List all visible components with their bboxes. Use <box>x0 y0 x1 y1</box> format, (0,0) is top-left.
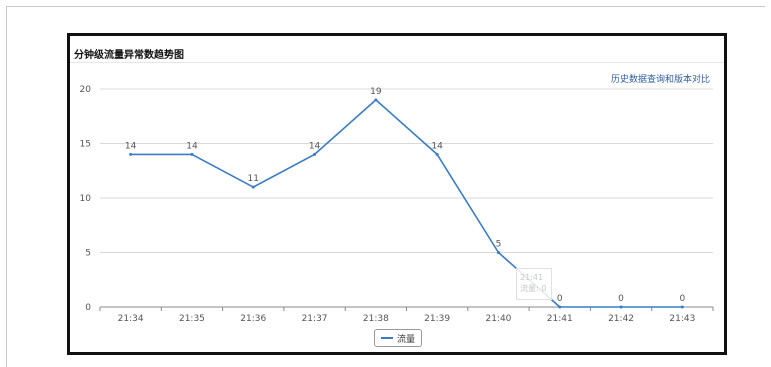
legend-item-traffic[interactable]: 流量 <box>374 329 423 347</box>
x-tick-label: 21:35 <box>179 314 205 324</box>
data-label: 14 <box>431 141 443 151</box>
data-label: 0 <box>557 294 563 304</box>
x-tick-label: 21:39 <box>424 314 450 324</box>
legend-line-icon <box>381 337 393 339</box>
y-tick-label: 0 <box>85 303 91 313</box>
data-point <box>496 251 500 254</box>
data-point <box>680 305 684 309</box>
y-tick-label: 5 <box>85 249 91 259</box>
x-tick-label: 21:41 <box>547 314 573 324</box>
data-point <box>619 305 623 309</box>
x-tick-label: 21:34 <box>118 314 144 324</box>
trend-chart: 0 5 10 15 20 21:34 21:35 21:36 21:37 21:38 21:39 21… <box>80 85 714 324</box>
data-label: 0 <box>618 294 624 304</box>
x-tick-label: 21:36 <box>240 314 266 324</box>
x-tick-label: 21:42 <box>608 314 634 324</box>
tooltip-series: 流量 <box>520 284 536 293</box>
data-point <box>313 152 317 156</box>
panel-title: 分钟级流量异常数趋势图 <box>74 50 184 61</box>
data-point <box>435 152 439 156</box>
page-frame <box>6 6 765 367</box>
y-tick-label: 10 <box>80 194 92 204</box>
chart-tooltip: 21:41 流量: 0 <box>516 268 552 300</box>
header-divider <box>70 62 724 63</box>
y-tick-label: 20 <box>80 85 92 95</box>
chart-panel: 分钟级流量异常数趋势图 历史数据查询和版本对比 0 5 10 15 20 21:34 21:… <box>67 33 727 355</box>
data-point <box>129 152 133 156</box>
x-tick-label: 21:43 <box>669 314 695 324</box>
data-label: 11 <box>248 174 259 184</box>
legend-label: 流量 <box>397 334 416 345</box>
tooltip-value: 0 <box>541 284 547 293</box>
x-tick-label: 21:40 <box>485 314 511 324</box>
data-point <box>190 152 194 156</box>
data-label: 14 <box>309 141 321 151</box>
history-compare-link[interactable]: 历史数据查询和版本对比 <box>610 75 710 85</box>
y-tick-label: 15 <box>80 140 91 150</box>
data-point <box>558 305 562 309</box>
data-point <box>374 98 378 102</box>
data-label: 5 <box>496 240 502 250</box>
tooltip-time: 21:41 <box>520 273 544 282</box>
data-label: 14 <box>186 141 198 151</box>
data-label: 19 <box>370 87 382 97</box>
series-line-traffic <box>130 99 683 308</box>
x-tick-label: 21:37 <box>302 314 328 324</box>
data-label: 14 <box>125 141 137 151</box>
x-tick-label: 21:38 <box>363 314 389 324</box>
tooltip-row: 流量: 0 <box>520 284 547 293</box>
data-point <box>251 185 255 189</box>
data-label: 0 <box>679 294 685 304</box>
